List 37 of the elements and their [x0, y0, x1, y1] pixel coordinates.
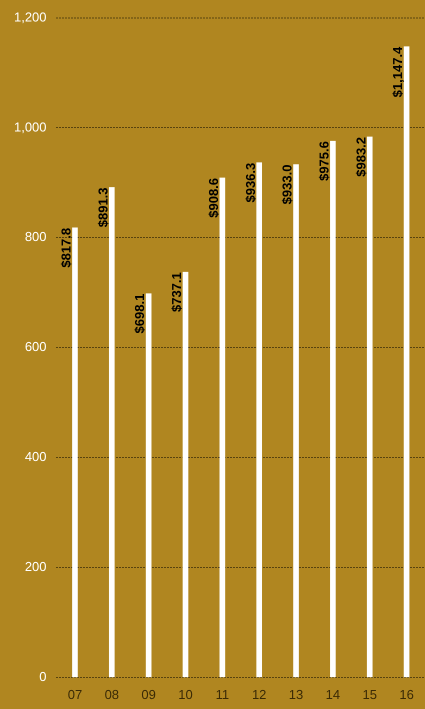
data-label: $1,147.4: [390, 46, 406, 98]
bar: [182, 272, 188, 678]
data-label: $891.3: [95, 187, 110, 228]
x-tick-label: 11: [216, 686, 230, 702]
x-tick-label: 07: [68, 686, 82, 702]
y-tick-label: 400: [24, 449, 47, 464]
y-tick-label: 600: [24, 339, 47, 354]
x-tick-label: 10: [178, 686, 193, 702]
data-label: $908.6: [206, 178, 221, 218]
x-tick-label: 09: [141, 686, 156, 702]
bar: [366, 136, 373, 678]
y-tick-label: 1,200: [14, 9, 47, 24]
data-label: $983.2: [353, 136, 368, 177]
x-tick-label: 15: [362, 686, 377, 702]
bar: [256, 162, 262, 678]
x-tick-label: 16: [399, 686, 414, 702]
y-tick-label: 1,000: [14, 119, 47, 134]
bar: [72, 228, 78, 678]
data-label: $817.8: [58, 228, 74, 268]
data-label: $698.1: [132, 294, 148, 334]
bar: [404, 46, 410, 678]
y-tick-label: 800: [24, 229, 47, 244]
bar: [293, 164, 299, 678]
bar: [108, 187, 115, 678]
bar: [220, 178, 226, 678]
x-tick-label: 12: [252, 686, 266, 702]
bar: [146, 293, 152, 678]
data-label: $936.3: [242, 162, 258, 203]
x-tick-label: 14: [326, 686, 340, 702]
data-label: $933.0: [280, 164, 295, 204]
data-label: $975.6: [316, 141, 332, 181]
x-tick-label: 08: [104, 686, 120, 702]
x-tick-label: 13: [288, 686, 304, 702]
y-tick-label: 0: [39, 668, 47, 684]
y-tick-label: 200: [24, 559, 47, 574]
bar: [330, 140, 336, 678]
data-label: $737.1: [169, 272, 184, 312]
